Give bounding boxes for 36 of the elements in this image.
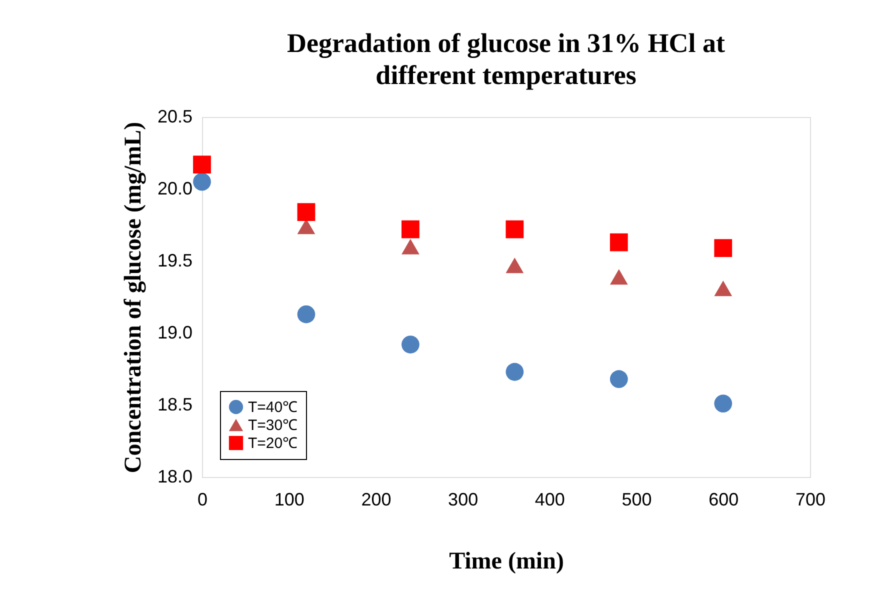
x-tick-label: 700 [795, 490, 826, 510]
y-tick-label: 19.5 [157, 250, 192, 270]
chart-title: Degradation of glucose in 31% HCl at different temperatures [287, 28, 725, 90]
y-tick-label: 18.0 [157, 466, 192, 486]
point [402, 336, 420, 354]
legend-label: T=20℃ [248, 435, 298, 452]
x-tick-label: 200 [361, 490, 392, 510]
x-axis-title: Time (min) [449, 548, 564, 574]
x-tick-label: 500 [622, 490, 652, 510]
point [193, 156, 211, 174]
x-tick-label: 300 [448, 490, 478, 510]
x-tick-label: 400 [534, 490, 565, 510]
point [297, 305, 316, 324]
point [714, 280, 732, 296]
point [714, 239, 732, 257]
y-axis-title: Concentration of glucose (mg/mL) [120, 122, 146, 474]
x-tick-label: 0 [197, 490, 208, 510]
point [714, 394, 732, 412]
point [506, 220, 524, 238]
point [193, 172, 211, 191]
point [402, 220, 420, 238]
point [610, 233, 628, 252]
legend-label: T=40℃ [248, 399, 298, 416]
x-tick-label: 600 [708, 490, 739, 510]
legend-label: T=30℃ [248, 417, 298, 434]
point [297, 203, 316, 221]
point [610, 269, 628, 285]
point [610, 370, 628, 388]
y-tick-label: 18.5 [157, 394, 192, 414]
x-tick-label: 100 [274, 490, 304, 510]
y-tick-label: 19.0 [157, 322, 192, 342]
point [402, 238, 420, 254]
point [506, 362, 524, 381]
y-tick-label: 20.0 [157, 178, 192, 198]
y-tick-label: 20.5 [157, 106, 192, 126]
point [506, 258, 524, 274]
